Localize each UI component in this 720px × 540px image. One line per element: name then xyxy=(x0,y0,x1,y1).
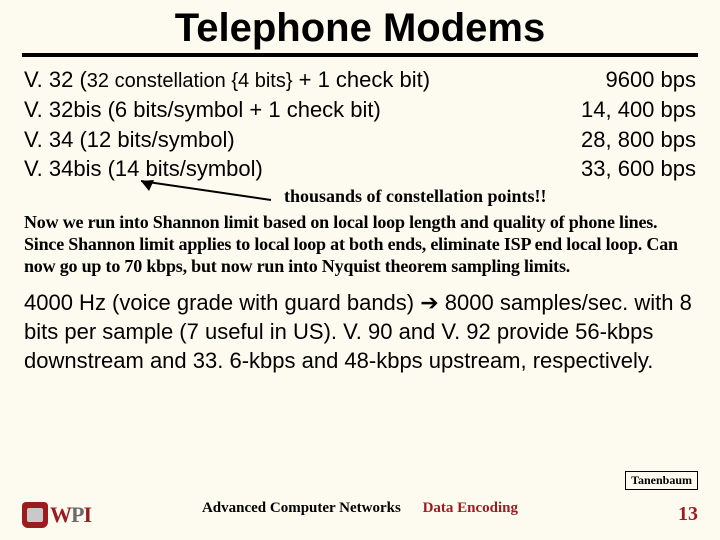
constellation-note: thousands of constellation points!! xyxy=(284,186,547,207)
modem-label: V. 32bis (6 bits/symbol + 1 check bit) xyxy=(24,95,381,125)
modem-row: V. 34bis (14 bits/symbol) 33, 600 bps xyxy=(24,154,696,184)
shannon-paragraph: Now we run into Shannon limit based on l… xyxy=(24,212,696,278)
modem-rate: 28, 800 bps xyxy=(581,125,696,155)
row-text: + 1 check bit) xyxy=(293,67,431,92)
modem-row: V. 34 (12 bits/symbol) 28, 800 bps xyxy=(24,125,696,155)
modem-rate: 14, 400 bps xyxy=(581,95,696,125)
slide-title: Telephone Modems xyxy=(175,6,545,51)
page-number: 13 xyxy=(678,503,698,526)
modem-rate: 9600 bps xyxy=(605,65,696,95)
slide-footer: WPI Advanced Computer Networks Data Enco… xyxy=(0,500,720,530)
modem-row: V. 32 (32 constellation {4 bits} + 1 che… xyxy=(24,65,696,95)
pointer-arrow-icon xyxy=(126,178,276,208)
row-subtext: 32 constellation {4 bits} xyxy=(87,70,293,92)
annotation-row: thousands of constellation points!! xyxy=(24,184,696,210)
title-rule xyxy=(22,53,698,57)
para-text: 4000 Hz (voice grade with guard bands) xyxy=(24,290,420,315)
footer-center: Advanced Computer Networks Data Encoding xyxy=(0,500,720,517)
right-arrow-icon: ➔ xyxy=(420,290,438,315)
nyquist-paragraph: 4000 Hz (voice grade with guard bands) ➔… xyxy=(24,288,696,375)
modem-row: V. 32bis (6 bits/symbol + 1 check bit) 1… xyxy=(24,95,696,125)
wpi-logo: WPI xyxy=(22,502,91,528)
modem-label: V. 34 (12 bits/symbol) xyxy=(24,125,235,155)
logo-mark-icon xyxy=(22,502,48,528)
footer-topic: Data Encoding xyxy=(423,500,518,516)
row-text: V. 32 ( xyxy=(24,67,87,92)
modem-rate: 33, 600 bps xyxy=(581,154,696,184)
logo-text: WPI xyxy=(50,502,91,528)
modem-label: V. 32 (32 constellation {4 bits} + 1 che… xyxy=(24,65,430,95)
slide-body: V. 32 (32 constellation {4 bits} + 1 che… xyxy=(0,65,720,375)
footer-course: Advanced Computer Networks xyxy=(202,500,401,516)
citation-box: Tanenbaum xyxy=(625,471,698,490)
